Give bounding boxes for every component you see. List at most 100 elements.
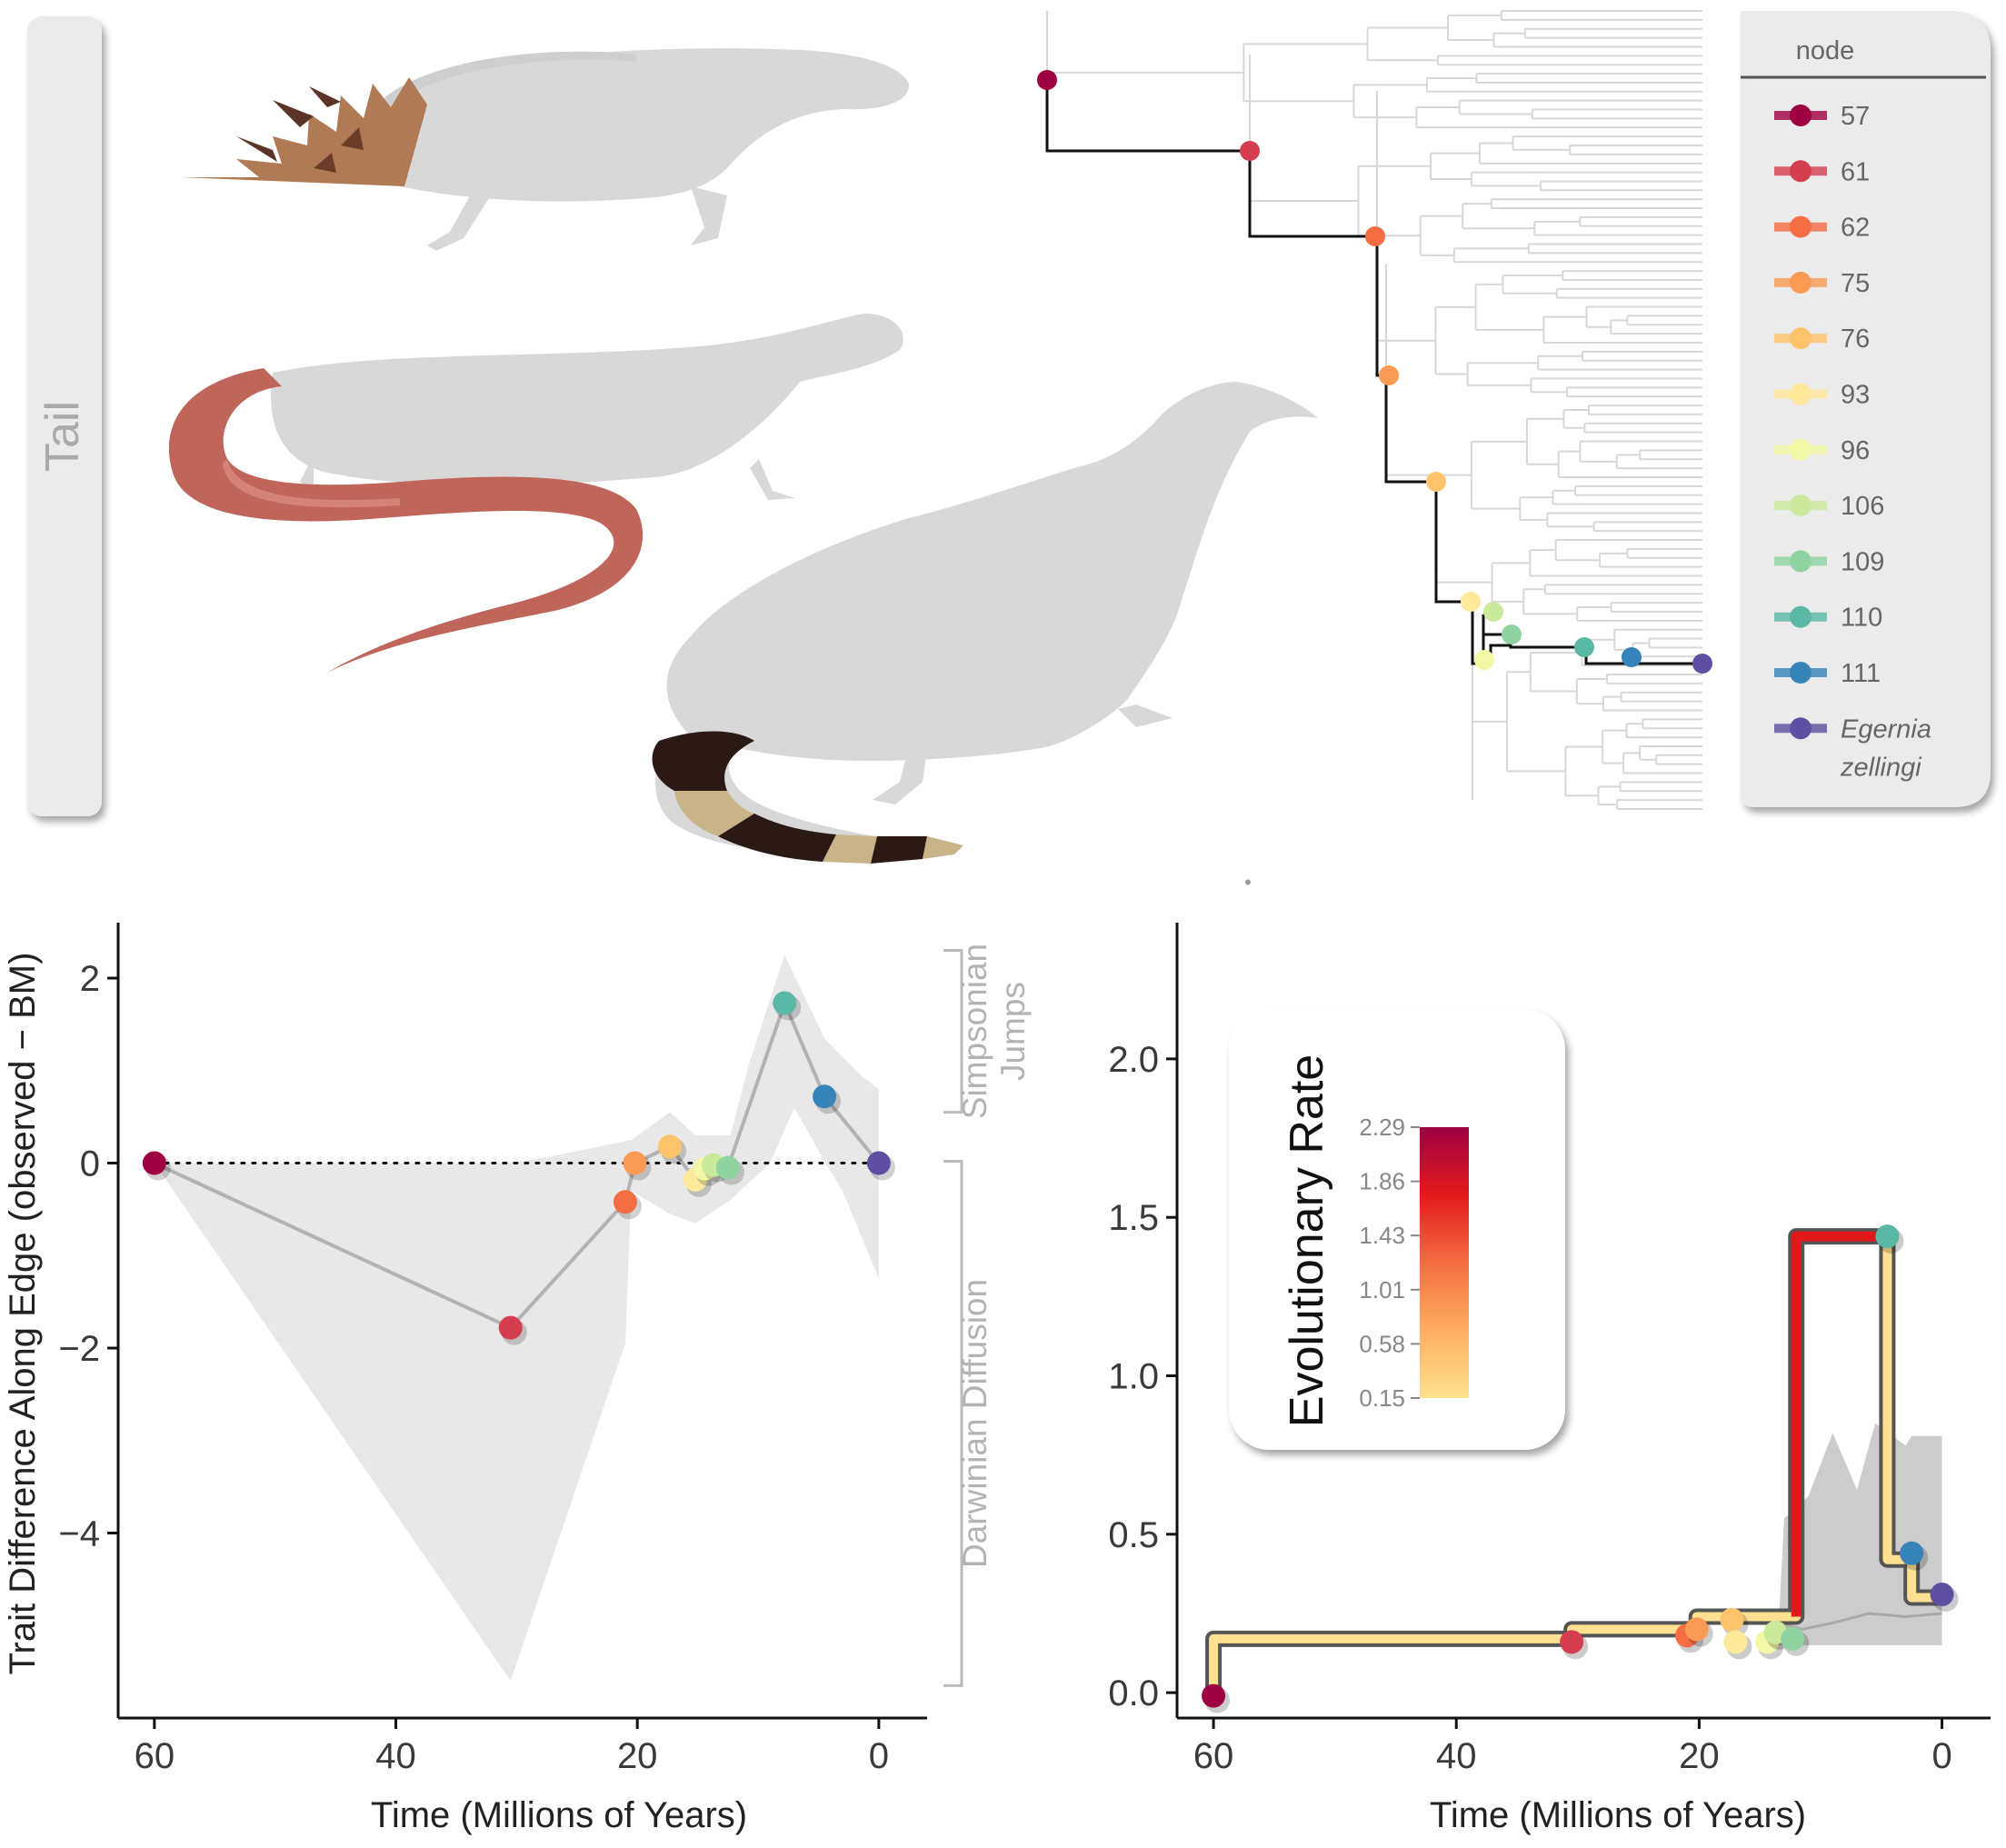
c1-data-points	[142, 991, 895, 1345]
c2-point-110	[1875, 1224, 1900, 1249]
c1-bracket-1	[943, 1160, 963, 1687]
c2-cbar-tick-label: 0.58	[1359, 1330, 1405, 1357]
legend-label-9: 110	[1841, 604, 1882, 633]
c2-colorbar-ticks: 2.29 1.86 1.43 1.01 0.58 0.15	[1359, 1114, 1420, 1412]
c2-x-tick-label: 20	[1679, 1736, 1720, 1776]
legend-label-0: 57	[1841, 102, 1870, 131]
tree-node-106	[1483, 602, 1503, 622]
c2-y-tick-label: 1.5	[1108, 1198, 1159, 1238]
c2-step-highrate-segment	[1791, 1231, 1888, 1617]
legend-swatch-dot-11	[1790, 717, 1811, 740]
legend-label-6: 96	[1841, 436, 1870, 465]
tree-node-76	[1426, 472, 1446, 492]
c1-x-axis-title: Time (Millions of Years)	[371, 1795, 747, 1835]
c2-cbar-tick-label: 1.01	[1359, 1276, 1405, 1304]
evolutionary-rate-chart: 60 40 20 0 0.0 0.5 1.0 1.5 2.0 Time (Millions o…	[1108, 923, 1991, 1835]
c2-cbar-tick-label: 1.43	[1359, 1222, 1405, 1249]
c1-y-axis-title: Trait Difference Along Edge (observed − …	[3, 953, 43, 1675]
c1-point-61	[498, 1315, 523, 1340]
tree-node-93	[1461, 592, 1481, 612]
legend-title: node	[1796, 36, 1855, 65]
c2-point-93	[1723, 1630, 1748, 1654]
legend-swatch-dot-3	[1790, 271, 1811, 294]
c2-colorbar-legend: Evolutionary Rate 2.29 1.86 1.43 1.01 0.58 0.…	[1229, 1009, 1565, 1450]
c2-band-area	[1778, 1423, 1942, 1645]
c1-bracket-label-1-0: Darwinian Diffusion	[956, 1279, 993, 1568]
legend-label-2: 62	[1841, 214, 1870, 243]
c2-band-median	[1777, 1612, 1942, 1631]
tree-node-61	[1240, 141, 1260, 161]
c2-colorbar-title: Evolutionary Rate	[1281, 1054, 1333, 1427]
c2-point-61	[1560, 1630, 1584, 1654]
phylogenetic-tree	[1037, 10, 1712, 810]
legend-swatch-dot-6	[1790, 438, 1811, 461]
node-legend: node 57 61 62 75 76 93 96 106 109 110 111 Egernia ze…	[1741, 11, 1991, 807]
legend-label-11-line2: zellingi	[1840, 753, 1922, 782]
c2-cbar-tick-label: 1.86	[1359, 1168, 1405, 1195]
legend-swatch-dot-7	[1790, 494, 1811, 517]
c1-y-tick-label: 0	[80, 1144, 100, 1184]
lizard-silhouette-banded-tail	[652, 382, 1318, 864]
legend-swatch-dot-1	[1790, 160, 1811, 183]
legend-label-10: 111	[1841, 659, 1881, 688]
c1-y-tick-label: −2	[58, 1329, 100, 1369]
legend-label-1: 61	[1841, 157, 1870, 186]
c2-cbar-tick-label: 2.29	[1359, 1114, 1405, 1141]
c1-brackets: Simpsonian Jumps Darwinian Diffusion	[943, 944, 1032, 1687]
legend-items: 57 61 62 75 76 93 96 106 109 110 111 Egernia zelling…	[1774, 102, 1931, 782]
c2-y-tick-label: 0.5	[1108, 1515, 1159, 1555]
c1-point-111	[813, 1084, 837, 1109]
c2-y-tick-label: 1.0	[1108, 1357, 1159, 1397]
legend-label-4: 76	[1841, 325, 1870, 354]
c2-cbar-tick-label: 0.15	[1359, 1384, 1405, 1412]
c2-point-111	[1900, 1541, 1924, 1565]
tree-node-egernia-zellingi	[1692, 654, 1712, 674]
c2-x-ticks: 60 40 20 0	[1193, 1718, 1952, 1776]
c2-y-tick-label: 0.0	[1108, 1673, 1159, 1713]
c2-x-tick-label: 40	[1436, 1736, 1477, 1776]
c1-point-76	[658, 1134, 683, 1159]
legend-label-7: 106	[1841, 492, 1884, 521]
c2-colorbar-gradient	[1420, 1127, 1469, 1398]
legend-swatch-dot-0	[1790, 105, 1811, 126]
c1-x-ticks: 60 40 20 0	[135, 1718, 889, 1776]
c1-point-62	[613, 1190, 637, 1214]
c1-x-tick-label: 60	[135, 1736, 175, 1776]
c1-point-110	[773, 991, 797, 1015]
stray-dot: •	[1244, 871, 1252, 894]
tree-node-109	[1502, 624, 1522, 644]
c1-point-57	[142, 1151, 166, 1175]
tail-label-box	[27, 16, 102, 816]
tail-panel: Tail	[27, 16, 102, 816]
c1-point-75	[623, 1151, 647, 1175]
legend-swatch-dot-9	[1790, 605, 1811, 628]
c1-bracket-label-0-1: Jumps	[994, 982, 1032, 1081]
c1-point-egernia-zellingi	[866, 1151, 891, 1175]
c2-point-75	[1684, 1617, 1709, 1642]
c2-point-egernia-zellingi	[1930, 1583, 1954, 1607]
c2-x-tick-label: 60	[1193, 1736, 1234, 1776]
legend-swatch-dot-10	[1790, 662, 1811, 684]
c2-point-57	[1202, 1683, 1226, 1708]
tail-label: Tail	[36, 401, 89, 472]
lizard-silhouette-spiny-tail	[182, 48, 910, 251]
c1-y-tick-label: −4	[58, 1514, 100, 1554]
c2-x-tick-label: 0	[1931, 1736, 1951, 1776]
c1-bracket-0	[943, 949, 963, 1114]
legend-label-5: 93	[1841, 381, 1870, 410]
c2-point-76	[1720, 1607, 1744, 1632]
tree-node-57	[1037, 70, 1057, 90]
c1-bracket-label-0-0: Simpsonian	[956, 944, 993, 1119]
legend-swatch-dot-2	[1790, 215, 1811, 238]
c2-colorbar-box	[1229, 1009, 1565, 1450]
c1-y-tick-label: 2	[80, 959, 100, 999]
c2-y-tick-label: 2.0	[1108, 1040, 1159, 1080]
c1-x-tick-label: 20	[617, 1736, 658, 1776]
tree-node-62	[1365, 226, 1385, 246]
tree-node-96	[1474, 650, 1494, 670]
legend-label-3: 75	[1841, 269, 1870, 298]
c2-data-points	[1202, 1224, 1959, 1713]
c1-point-109	[715, 1155, 740, 1180]
c2-rate-band	[1777, 1423, 1942, 1645]
